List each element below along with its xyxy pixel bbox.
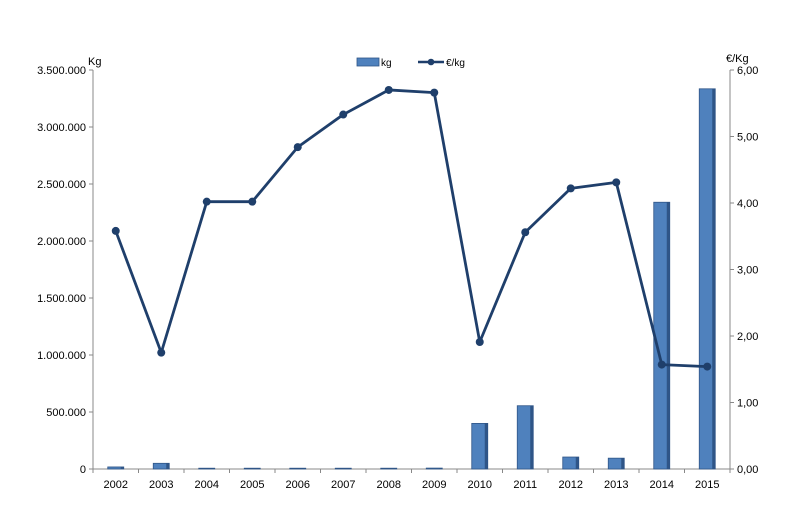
- line-point: [157, 348, 166, 357]
- bar-shade: [530, 405, 534, 469]
- line-point: [430, 88, 439, 97]
- line-path: [114, 88, 708, 368]
- right-tick-label: 6,00: [737, 65, 758, 77]
- x-tick-label: 2010: [468, 479, 492, 491]
- line-series-eur-per-kg: [111, 85, 712, 371]
- x-tick-label: 2014: [650, 479, 674, 491]
- line-point: [293, 143, 302, 152]
- x-tick-label: 2011: [513, 479, 537, 491]
- left-tick-label: 500.000: [46, 407, 86, 419]
- left-tick-label: 3.500.000: [37, 65, 86, 77]
- bar-series-kg: [107, 88, 716, 470]
- right-axis-label: €/Kg: [726, 53, 749, 65]
- line-point: [657, 360, 666, 369]
- right-tick-label: 5,00: [737, 132, 758, 144]
- bar-shade: [484, 423, 488, 469]
- x-tick-label: 2012: [559, 479, 583, 491]
- left-tick-label: 3.000.000: [37, 122, 86, 134]
- line-point: [384, 85, 393, 94]
- bar-shade: [166, 463, 170, 469]
- x-axis-ticks: 2002 2003 2004 2005 2006 2007 2008 2009 2010 2011…: [92, 469, 731, 491]
- line-point: [612, 178, 621, 187]
- right-tick-label: 2,00: [737, 331, 758, 343]
- legend-label-eur-per-kg: €/kg: [446, 58, 465, 69]
- right-tick-label: 0,00: [737, 464, 758, 476]
- x-tick-label: 2013: [604, 479, 628, 491]
- x-tick-label: 2005: [240, 479, 264, 491]
- x-tick-label: 2006: [286, 479, 310, 491]
- line-point: [475, 337, 484, 346]
- left-axis-label: Kg: [88, 56, 101, 68]
- line-point: [111, 226, 120, 235]
- right-axis-ticks: 0,00 1,00 2,00 3,00 4,00 5,00 6,00: [730, 65, 758, 476]
- bar-shade: [575, 457, 579, 469]
- right-tick-label: 1,00: [737, 398, 758, 410]
- bar-shade: [302, 468, 306, 469]
- line-point: [202, 197, 211, 206]
- x-tick-label: 2004: [195, 479, 219, 491]
- line-point: [339, 110, 348, 119]
- bar-shade: [120, 466, 124, 469]
- line-point: [521, 228, 530, 237]
- x-tick-label: 2009: [422, 479, 446, 491]
- bar-shade: [439, 468, 443, 469]
- legend-marker-line: [427, 58, 435, 66]
- bar-shade: [348, 468, 352, 469]
- right-tick-label: 3,00: [737, 265, 758, 277]
- left-tick-label: 0: [80, 464, 86, 476]
- right-tick-label: 4,00: [737, 198, 758, 210]
- left-tick-label: 2.000.000: [37, 236, 86, 248]
- bar-shade: [621, 458, 625, 469]
- legend: kg €/kg: [356, 57, 465, 69]
- left-tick-label: 1.500.000: [37, 293, 86, 305]
- x-tick-label: 2007: [331, 479, 355, 491]
- x-tick-label: 2008: [377, 479, 401, 491]
- left-tick-label: 1.000.000: [37, 350, 86, 362]
- axes: [92, 70, 731, 470]
- x-tick-label: 2002: [104, 479, 128, 491]
- bar-shade: [393, 468, 397, 469]
- legend-label-kg: kg: [381, 58, 392, 69]
- left-tick-label: 2.500.000: [37, 179, 86, 191]
- line-point: [566, 184, 575, 193]
- x-tick-label: 2003: [149, 479, 173, 491]
- x-tick-label: 2015: [695, 479, 719, 491]
- line-point: [248, 197, 257, 206]
- bar-shade: [712, 88, 716, 469]
- left-axis-ticks: 0 500.000 1.000.000 1.500.000 2.000.000 2.500…: [37, 65, 93, 476]
- line-point: [703, 362, 712, 371]
- bar-shade: [211, 468, 215, 469]
- bar-shade: [666, 202, 670, 470]
- bar-shade: [257, 468, 261, 469]
- legend-swatch-kg: [356, 57, 380, 67]
